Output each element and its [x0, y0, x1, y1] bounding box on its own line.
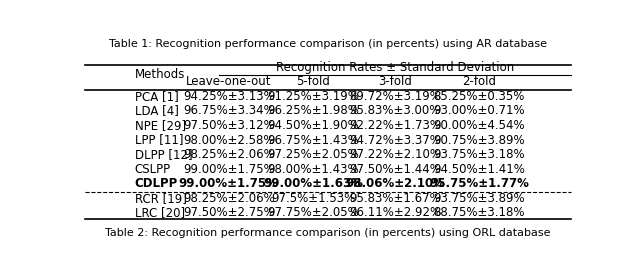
- Text: 97.50%±3.12%: 97.50%±3.12%: [183, 119, 275, 132]
- Text: PCA [1]: PCA [1]: [134, 90, 179, 103]
- Text: 99.00%±1.75%: 99.00%±1.75%: [183, 163, 275, 176]
- Text: 98.25%±2.06%: 98.25%±2.06%: [183, 148, 275, 161]
- Text: 94.72%±3.37%: 94.72%±3.37%: [349, 134, 441, 147]
- Text: 94.25%±3.13%: 94.25%±3.13%: [183, 90, 275, 103]
- Text: Leave-one-out: Leave-one-out: [186, 75, 271, 88]
- Text: 5-fold: 5-fold: [296, 75, 330, 88]
- Text: 91.25%±3.19%: 91.25%±3.19%: [267, 90, 359, 103]
- Text: 3-fold: 3-fold: [378, 75, 412, 88]
- Text: RCR [19]: RCR [19]: [134, 192, 186, 205]
- Text: 97.50%±1.44%: 97.50%±1.44%: [349, 163, 441, 176]
- Text: Table 1: Recognition performance comparison (in percents) using AR database: Table 1: Recognition performance compari…: [109, 39, 547, 49]
- Text: 97.25%±2.05%: 97.25%±2.05%: [268, 148, 359, 161]
- Text: 93.00%±0.71%: 93.00%±0.71%: [433, 104, 525, 117]
- Text: 96.11%±2.92%: 96.11%±2.92%: [349, 206, 441, 219]
- Text: 95.75%±1.77%: 95.75%±1.77%: [429, 177, 529, 190]
- Text: NPE [29]: NPE [29]: [134, 119, 186, 132]
- Text: 94.50%±1.90%: 94.50%±1.90%: [268, 119, 359, 132]
- Text: 92.22%±1.73%: 92.22%±1.73%: [349, 119, 441, 132]
- Text: 90.75%±3.89%: 90.75%±3.89%: [433, 134, 525, 147]
- Text: Methods: Methods: [134, 68, 185, 81]
- Text: 96.75%±3.34%: 96.75%±3.34%: [183, 104, 275, 117]
- Text: 97.50%±2.75%: 97.50%±2.75%: [183, 206, 275, 219]
- Text: LRC [20]: LRC [20]: [134, 206, 185, 219]
- Text: 97.22%±2.10%: 97.22%±2.10%: [349, 148, 441, 161]
- Text: 96.75%±1.43%: 96.75%±1.43%: [267, 134, 359, 147]
- Text: 98.06%±2.10%: 98.06%±2.10%: [345, 177, 445, 190]
- Text: 98.00%±2.58%: 98.00%±2.58%: [183, 134, 275, 147]
- Text: CSLPP: CSLPP: [134, 163, 171, 176]
- Text: 2-fold: 2-fold: [462, 75, 496, 88]
- Text: CDLPP: CDLPP: [134, 177, 178, 190]
- Text: 89.72%±3.19%: 89.72%±3.19%: [349, 90, 441, 103]
- Text: 95.83%±3.00%: 95.83%±3.00%: [349, 104, 441, 117]
- Text: Recognition Rates ± Standard Deviation: Recognition Rates ± Standard Deviation: [276, 61, 514, 74]
- Text: 99.00%±1.63%: 99.00%±1.63%: [263, 177, 363, 190]
- Text: 99.00%±1.75%: 99.00%±1.75%: [179, 177, 279, 190]
- Text: Table 2: Recognition performance comparison (in percents) using ORL database: Table 2: Recognition performance compari…: [105, 228, 551, 238]
- Text: 96.25%±1.98%: 96.25%±1.98%: [267, 104, 359, 117]
- Text: LDA [4]: LDA [4]: [134, 104, 179, 117]
- Text: 95.83%±1.67%: 95.83%±1.67%: [349, 192, 441, 205]
- Text: 93.75%±3.18%: 93.75%±3.18%: [433, 148, 525, 161]
- Text: 90.00%±4.54%: 90.00%±4.54%: [433, 119, 525, 132]
- Text: 85.25%±0.35%: 85.25%±0.35%: [433, 90, 525, 103]
- Text: 93.75%±3.89%: 93.75%±3.89%: [433, 192, 525, 205]
- Text: DLPP [12]: DLPP [12]: [134, 148, 192, 161]
- Text: 97.5%±1.53%: 97.5%±1.53%: [271, 192, 355, 205]
- Text: 94.50%±1.41%: 94.50%±1.41%: [433, 163, 525, 176]
- Text: 98.25%±2.06%: 98.25%±2.06%: [183, 192, 275, 205]
- Text: 97.75%±2.05%: 97.75%±2.05%: [268, 206, 359, 219]
- Text: 98.00%±1.43%: 98.00%±1.43%: [268, 163, 359, 176]
- Text: 88.75%±3.18%: 88.75%±3.18%: [433, 206, 525, 219]
- Text: LPP [11]: LPP [11]: [134, 134, 183, 147]
